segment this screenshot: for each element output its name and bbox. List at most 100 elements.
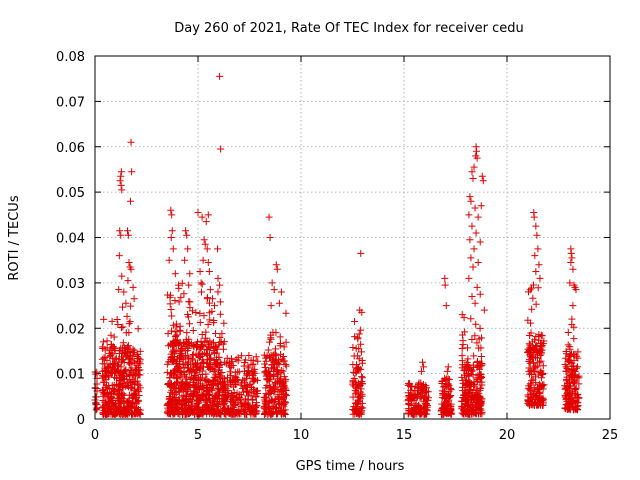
data-point xyxy=(477,202,485,210)
data-point xyxy=(570,406,578,414)
data-point xyxy=(202,328,210,336)
data-point xyxy=(236,396,244,404)
data-point xyxy=(194,209,202,217)
data-point xyxy=(458,357,466,365)
data-point xyxy=(353,365,361,373)
data-point xyxy=(195,376,203,384)
data-point xyxy=(463,380,471,388)
data-point xyxy=(193,359,201,367)
x-tick-label: 10 xyxy=(293,428,310,443)
data-point xyxy=(103,344,111,352)
data-point xyxy=(233,408,241,416)
data-point xyxy=(198,213,206,221)
data-point xyxy=(442,392,450,400)
data-point xyxy=(186,270,194,278)
data-point xyxy=(358,373,366,381)
data-point xyxy=(220,338,228,346)
data-point xyxy=(207,363,215,371)
data-point xyxy=(205,378,213,386)
data-point xyxy=(119,339,127,347)
data-point xyxy=(208,307,216,315)
data-point xyxy=(421,389,429,397)
data-point xyxy=(468,367,476,375)
data-point xyxy=(136,384,144,392)
data-point xyxy=(533,231,541,239)
grid-lines xyxy=(95,56,610,419)
data-point xyxy=(175,406,183,414)
data-point xyxy=(189,327,197,335)
data-point xyxy=(526,286,534,294)
data-point xyxy=(357,249,365,257)
data-point xyxy=(168,386,176,394)
data-point xyxy=(478,373,486,381)
data-point xyxy=(174,281,182,289)
data-point xyxy=(107,405,115,413)
data-point xyxy=(565,357,573,365)
data-point xyxy=(171,270,179,278)
data-point xyxy=(217,145,225,153)
data-point xyxy=(186,298,194,306)
data-point xyxy=(234,357,242,365)
data-point xyxy=(466,193,474,201)
data-point xyxy=(574,354,582,362)
data-point xyxy=(471,332,479,340)
data-point xyxy=(570,323,578,331)
data-point xyxy=(459,337,467,345)
data-point xyxy=(529,395,537,403)
data-point xyxy=(124,383,132,391)
data-point xyxy=(530,213,538,221)
data-point xyxy=(261,402,269,410)
data-point xyxy=(134,370,142,378)
data-point xyxy=(105,349,113,357)
data-point xyxy=(105,372,113,380)
data-point xyxy=(172,347,180,355)
data-point xyxy=(237,381,245,389)
data-point xyxy=(107,331,115,339)
y-tick-label: 0.01 xyxy=(56,368,85,383)
data-point xyxy=(240,402,248,410)
data-point xyxy=(136,406,144,414)
data-point xyxy=(164,381,172,389)
data-point xyxy=(167,370,175,378)
y-tick-label: 0.08 xyxy=(56,50,85,65)
data-point xyxy=(532,379,540,387)
data-point xyxy=(278,355,286,363)
data-point xyxy=(116,177,124,185)
data-point xyxy=(221,391,229,399)
data-point xyxy=(267,302,275,310)
data-point xyxy=(126,379,134,387)
data-point xyxy=(114,362,122,370)
data-point xyxy=(570,350,578,358)
data-point xyxy=(352,344,360,352)
data-point xyxy=(134,325,142,333)
data-point xyxy=(201,376,209,384)
data-point xyxy=(127,138,135,146)
data-point xyxy=(442,302,450,310)
y-tick-label: 0.03 xyxy=(56,277,85,292)
data-point xyxy=(358,308,366,316)
x-axis-label: GPS time / hours xyxy=(296,459,405,474)
data-point xyxy=(539,381,547,389)
data-point xyxy=(266,338,274,346)
data-point xyxy=(535,331,543,339)
x-tick-label: 25 xyxy=(602,428,619,443)
data-point xyxy=(220,319,228,327)
data-point xyxy=(465,211,473,219)
data-point xyxy=(447,407,455,415)
data-point xyxy=(127,302,135,310)
data-point xyxy=(254,357,262,365)
data-point xyxy=(418,367,426,375)
data-point xyxy=(215,363,223,371)
data-point xyxy=(120,391,128,399)
data-point xyxy=(178,378,186,386)
data-point xyxy=(216,333,224,341)
data-point xyxy=(568,315,576,323)
data-point xyxy=(568,254,576,262)
data-point xyxy=(262,394,270,402)
data-point xyxy=(566,343,574,351)
data-point xyxy=(245,371,253,379)
data-point xyxy=(477,344,485,352)
data-point xyxy=(268,279,276,287)
data-point xyxy=(248,383,256,391)
